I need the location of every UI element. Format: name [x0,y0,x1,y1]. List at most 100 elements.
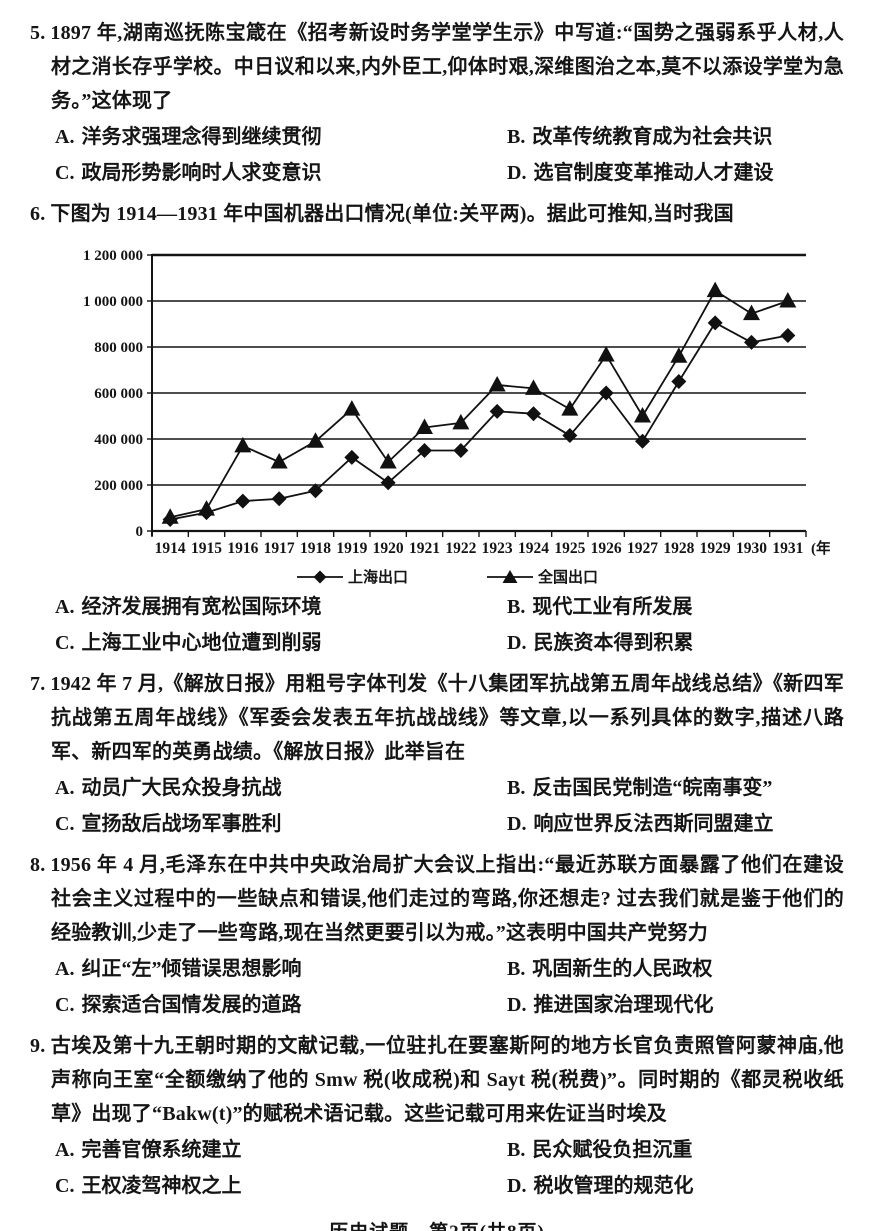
option-A: A. 洋务求强理念得到继续贯彻 [55,121,507,154]
x-tick-label: 1930 [736,540,767,557]
y-tick-label: 600 000 [94,386,143,402]
y-tick-label: 400 000 [94,432,143,448]
option-label: D. [507,994,527,1016]
option-B: B. 改革传统教育成为社会共识 [507,121,844,154]
option-B: B. 反击国民党制造“皖南事变” [507,772,844,805]
series-national [161,281,797,524]
point-triangle-1916 [234,436,252,453]
option-B: B. 民众赋役负担沉重 [507,1134,844,1167]
question-stem: 6. 下图为 1914—1931 年中国机器出口情况(单位:关平两)。据此可推知,… [30,197,844,231]
point-triangle-1927 [634,407,651,423]
option-B: B. 现代工业有所发展 [507,591,844,624]
option-label: D. [507,813,527,835]
x-tick-label: 1928 [663,540,694,557]
point-diamond-1931 [780,328,796,343]
option-text: 经济发展拥有宽松国际环境 [81,596,322,618]
x-tick-label: 1931 [772,540,803,557]
option-A: A. 完善官僚系统建立 [55,1134,507,1167]
option-D: D. 选官制度变革推动人才建设 [507,157,844,190]
point-diamond-1922 [453,443,469,458]
option-label: D. [507,1175,527,1197]
point-triangle-1921 [416,418,433,434]
point-triangle-1914 [161,508,179,524]
question-number: 5. [30,22,46,44]
legend-label: 全国出口 [538,570,599,586]
question-8: 8. 1956 年 4 月,毛泽东在中共中央政治局扩大会议上指出:“最近苏联方面暴… [30,848,844,1022]
point-triangle-1915 [198,500,215,516]
option-label: C. [55,162,75,184]
question-stem: 9. 古埃及第十九王朝时期的文献记载,一位驻扎在要塞斯阿的地方长官负责照管阿蒙神庙… [30,1029,844,1131]
options-grid: A. 经济发展拥有宽松国际环境 B. 现代工业有所发展 C. 上海工业中心地位遭到削弱 D.… [30,591,844,660]
option-label: C. [55,994,75,1016]
page-footer: 历史试题 第2页(共8页) [30,1217,844,1231]
point-diamond-1927 [635,433,650,449]
y-tick-label: 1 000 000 [83,294,143,310]
option-label: D. [507,632,527,654]
question-text: 1956 年 4 月,毛泽东在中共中央政治局扩大会议上指出:“最近苏联方面暴露了… [50,854,844,944]
options-grid: A. 完善官僚系统建立 B. 民众赋役负担沉重 C. 王权凌驾神权之上 D. 税收管理的规范化 [30,1134,844,1203]
question-number: 6. [30,203,46,225]
option-label: A. [55,596,75,618]
option-text: 巩固新生的人民政权 [532,958,713,980]
point-diamond-1916 [235,493,251,509]
option-label: C. [55,1175,75,1197]
option-label: C. [55,813,75,835]
option-label: A. [55,777,75,799]
series-line [169,289,789,519]
option-label: A. [55,1139,75,1161]
legend-item-national: 全国出口 [486,566,598,587]
point-triangle-1918 [307,432,324,448]
point-triangle-1931 [779,292,797,308]
legend-label: 上海出口 [347,570,408,586]
option-C: C. 宣扬敌后战场军事胜利 [55,808,507,841]
x-tick-label: 1920 [373,540,404,557]
legend-item-shanghai: 上海出口 [296,566,408,587]
point-diamond-1926 [598,385,614,401]
question-text: 古埃及第十九王朝时期的文献记载,一位驻扎在要塞斯阿的地方长官负责照管阿蒙神庙,他… [50,1035,844,1125]
option-label: D. [507,162,527,184]
point-diamond-1929 [707,315,723,331]
question-number: 9. [30,1035,46,1057]
point-diamond-1920 [380,475,396,491]
option-D: D. 推进国家治理现代化 [507,989,844,1022]
point-diamond-1923 [489,403,505,419]
x-tick-label: 1919 [336,540,367,557]
diamond-marker-icon [296,570,343,583]
option-text: 民族资本得到积累 [533,632,694,654]
option-text: 改革传统教育成为社会共识 [532,126,773,148]
option-D: D. 响应世界反法西斯同盟建立 [507,808,844,841]
point-triangle-1928 [670,347,688,363]
y-tick-label: 800 000 [94,340,143,356]
point-triangle-1923 [488,375,506,392]
option-C: C. 探索适合国情发展的道路 [55,989,507,1022]
options-grid: A. 动员广大民众投身抗战 B. 反击国民党制造“皖南事变” C. 宣扬敌后战场军事胜利 D… [30,772,844,841]
point-triangle-1924 [525,379,542,395]
point-triangle-1926 [597,346,615,362]
x-tick-label: 1925 [554,540,585,557]
x-tick-label: 1922 [445,540,476,557]
option-A: A. 纠正“左”倾错误思想影响 [55,953,507,986]
option-text: 完善官僚系统建立 [81,1139,242,1161]
options-grid: A. 洋务求强理念得到继续贯彻 B. 改革传统教育成为社会共识 C. 政局形势影响时人求变… [30,121,844,190]
option-label: B. [507,777,526,799]
option-C: C. 王权凌驾神权之上 [55,1170,507,1203]
option-text: 上海工业中心地位遭到削弱 [81,632,322,654]
option-label: C. [55,632,75,654]
point-triangle-1929 [706,281,724,298]
point-triangle-1922 [452,413,470,430]
chart-svg: 0 200 000 400 000 600 000 800 000 1 000 000 1 … [83,248,836,557]
option-D: D. 税收管理的规范化 [507,1170,844,1203]
option-C: C. 上海工业中心地位遭到削弱 [55,627,507,660]
series-line [169,321,789,521]
point-triangle-1917 [270,453,288,469]
point-triangle-1920 [379,453,397,469]
question-number: 7. [30,673,46,695]
option-text: 选官制度变革推动人才建设 [533,162,774,184]
question-stem: 8. 1956 年 4 月,毛泽东在中共中央政治局扩大会议上指出:“最近苏联方面暴… [30,848,844,950]
option-label: B. [507,1139,526,1161]
y-tick-label: 200 000 [94,478,143,494]
point-diamond-1919 [344,449,360,465]
option-text: 王权凌驾神权之上 [81,1175,242,1197]
chart-legend: 上海出口 全国出口 [64,566,830,587]
